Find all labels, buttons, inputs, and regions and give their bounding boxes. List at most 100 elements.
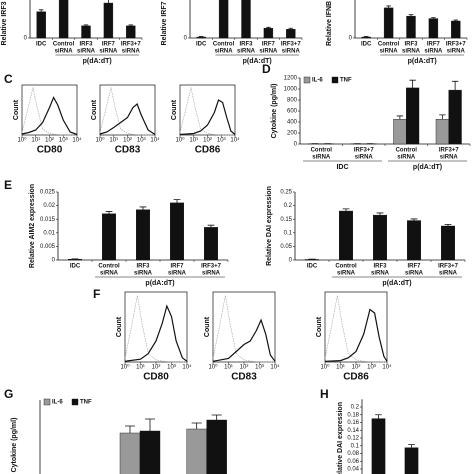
y-tick-label: 0	[294, 142, 298, 148]
y-tick-label: 0.1	[284, 230, 293, 236]
y-tick-label: 200	[287, 131, 298, 137]
x-tick-label: IRF7	[427, 42, 441, 48]
x-tick-label: 10⁰	[175, 137, 185, 144]
y-tick-label: 0.04	[347, 467, 359, 473]
x-tick-label: 10⁴	[230, 137, 240, 144]
histogram-line	[212, 295, 275, 363]
y-tick-label: 0.25	[280, 190, 292, 196]
x-tick-label: 10¹	[224, 365, 233, 371]
y-axis-label: Cytokine (pg/ml)	[271, 84, 278, 139]
x-axis-label: p(dA:dT)	[243, 58, 272, 65]
legend-label: TNF	[340, 78, 352, 84]
bar	[441, 225, 456, 261]
error-bar	[108, 0, 109, 4]
x-tick-label: IRF3+7	[354, 148, 375, 154]
y-tick-label: 0	[52, 258, 56, 264]
y-tick-label: 0.025	[40, 190, 56, 196]
bar	[451, 20, 461, 39]
bar	[81, 25, 91, 39]
bar	[218, 0, 229, 39]
x-tick-label: IRF7	[407, 264, 421, 270]
y-tick-label: 0.005	[40, 244, 56, 250]
x-tick-label: siRNA	[99, 49, 118, 55]
y-tick-label: 0.12	[347, 436, 359, 442]
error-bar	[207, 224, 215, 228]
error-bar	[444, 223, 452, 226]
x-tick-label: 10⁴	[150, 137, 160, 144]
y-tick-label: 0.18	[347, 412, 359, 418]
y-axis-label: Count	[171, 99, 178, 120]
histogram-line	[324, 308, 388, 362]
x-tick-label: Control	[53, 42, 75, 48]
error-bar	[288, 27, 294, 30]
x-tick-label: IRF3	[79, 42, 93, 48]
histogram-line	[21, 96, 78, 136]
x-tick-label: siRNA	[100, 271, 119, 277]
x-tick-label: 10³	[167, 365, 176, 371]
x-tick-label: 10²	[123, 138, 132, 144]
y-tick-label: 0.015	[40, 217, 56, 223]
bar	[435, 119, 449, 145]
x-axis-label: p(dA:dT)	[408, 58, 437, 65]
y-axis-label: Relative AIM2 expression	[29, 184, 36, 268]
histogram-line	[99, 102, 156, 136]
x-tick-label: IRF3	[136, 264, 150, 270]
error-bar	[409, 79, 416, 88]
x-tick-label: 10¹	[189, 138, 198, 144]
x-axis-label: p(dA:dT)	[83, 58, 112, 65]
histogram-line	[124, 304, 188, 362]
x-tick-label: 10²	[352, 365, 361, 371]
error-bar	[386, 5, 391, 8]
bar	[169, 202, 184, 261]
x-tick-label: IRF3	[404, 42, 418, 48]
bar	[58, 0, 69, 39]
y-axis-label: Relative DAI expression	[337, 402, 344, 474]
error-bar	[128, 24, 134, 26]
error-bar	[145, 418, 155, 431]
x-tick-label: siRNA	[439, 271, 458, 277]
x-tick-label: IDC	[307, 264, 318, 270]
x-tick-label: siRNA	[259, 49, 278, 55]
x-tick-label: 10⁴	[72, 137, 82, 144]
x-tick-label: Control	[311, 148, 333, 154]
bar	[393, 119, 407, 145]
panel-label: G	[4, 387, 13, 401]
error-bar	[125, 425, 135, 433]
y-tick-label: 0	[24, 36, 28, 42]
error-bar	[375, 414, 382, 419]
x-tick-label: IRF3+7	[439, 148, 460, 154]
x-tick-label: IRF3+7	[446, 42, 467, 48]
y-axis-label: Cytokine (pg/ml)	[11, 418, 18, 473]
x-tick-label: siRNA	[402, 49, 421, 55]
error-bar	[431, 17, 436, 19]
x-tick-label: siRNA	[312, 155, 331, 161]
x-axis-label: p(dA:dT)	[382, 280, 411, 287]
x-tick-label: IRF7	[262, 42, 276, 48]
y-tick-label: 0.2	[351, 405, 360, 411]
y-tick-label: 0	[289, 258, 293, 264]
x-tick-label: 10⁴	[270, 364, 280, 371]
y-tick-label: 1200	[284, 76, 298, 82]
x-axis-label: p(dA:dT)	[145, 280, 174, 287]
bar	[339, 210, 354, 261]
x-tick-label: IRF3	[239, 42, 253, 48]
y-axis-label: Count	[116, 316, 123, 337]
error-bar	[211, 414, 222, 420]
x-tick-label: siRNA	[55, 49, 74, 55]
x-tick-label: 10⁰	[95, 137, 105, 144]
x-tick-label: siRNA	[237, 49, 256, 55]
panel-label: C	[4, 72, 13, 86]
bar	[103, 2, 114, 39]
histogram-line	[21, 87, 77, 136]
y-axis-label: Relative IFNB expression	[326, 0, 333, 46]
y-tick-label: 0	[349, 36, 353, 42]
x-tick-label: Control	[98, 264, 120, 270]
x-tick-label: siRNA	[202, 271, 221, 277]
panel-label: H	[320, 387, 329, 401]
x-axis-label: CD86	[343, 372, 369, 383]
y-axis-label: Count	[204, 316, 211, 337]
x-tick-label: siRNA	[282, 49, 301, 55]
x-axis-label: CD80	[143, 372, 169, 383]
histogram-line	[99, 87, 155, 136]
